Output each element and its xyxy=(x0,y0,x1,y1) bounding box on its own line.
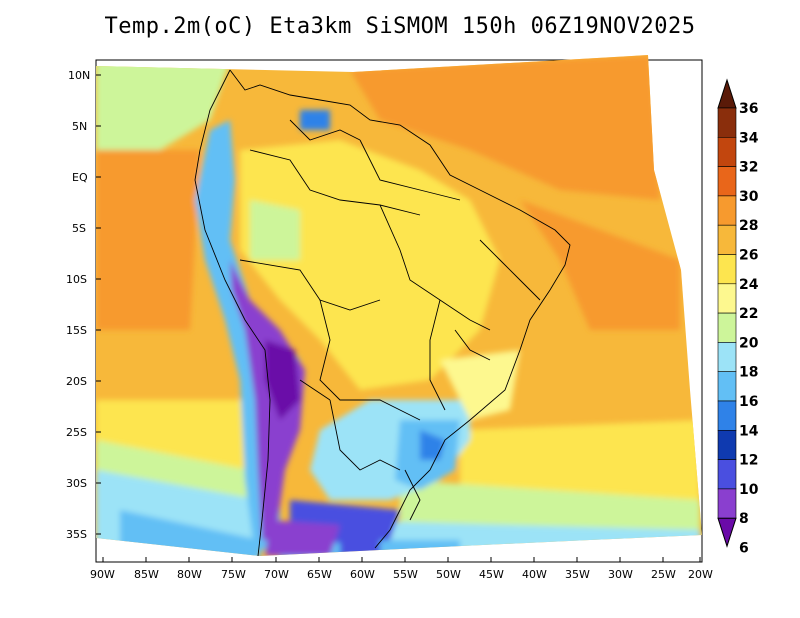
colorbar-segment xyxy=(717,224,737,255)
colorbar-label: 12 xyxy=(739,453,758,469)
colorbar-label: 6 xyxy=(739,541,749,557)
lon-label-65w: 65W xyxy=(307,568,332,581)
colorbar-label: 24 xyxy=(739,277,759,293)
lon-label-85w: 85W xyxy=(134,568,159,581)
lon-label-60w: 60W xyxy=(350,568,375,581)
lat-label-25s: 25S xyxy=(66,426,87,439)
colorbar-label: 22 xyxy=(739,306,758,322)
lon-label-25w: 25W xyxy=(651,568,676,581)
lat-label-15s: 15S xyxy=(66,324,87,337)
colorbar-label: 14 xyxy=(739,423,759,439)
lon-label-50w: 50W xyxy=(436,568,461,581)
colorbar-segment xyxy=(717,166,737,197)
colorbar-label: 34 xyxy=(739,130,759,146)
latitude-axis: 10N 5N EQ 5S 10S 15S 20S 25S 30S 35S xyxy=(66,69,101,541)
chart-title: Temp.2m(oC) Eta3km SiSMOM 150h 06Z19NOV2… xyxy=(104,14,696,39)
colorbar-label: 18 xyxy=(739,365,758,381)
colorbar-label: 16 xyxy=(739,394,758,410)
colorbar: 36 34 32 30 28 26 24 22 20 18 16 14 12 10 8 6 xyxy=(717,78,759,557)
lon-label-80w: 80W xyxy=(177,568,202,581)
colorbar-label: 32 xyxy=(739,160,758,176)
colorbar-label: 8 xyxy=(739,511,749,527)
lat-label-35s: 35S xyxy=(66,528,87,541)
colorbar-segment xyxy=(717,137,737,167)
colorbar-segment xyxy=(717,429,737,460)
lon-label-45w: 45W xyxy=(479,568,504,581)
colorbar-segment xyxy=(717,342,737,372)
lat-label-20s: 20S xyxy=(66,375,87,388)
colorbar-segment xyxy=(717,254,737,285)
lon-label-30w: 30W xyxy=(608,568,633,581)
country-borders xyxy=(194,69,571,557)
lon-label-75w: 75W xyxy=(221,568,246,581)
lon-label-55w: 55W xyxy=(393,568,418,581)
temperature-field xyxy=(96,55,702,556)
lon-label-20w: 20W xyxy=(688,568,713,581)
lon-label-35w: 35W xyxy=(565,568,590,581)
lat-label-eq: EQ xyxy=(72,171,88,184)
colorbar-label: 10 xyxy=(739,482,759,498)
colorbar-label: 36 xyxy=(739,101,758,117)
colorbar-label: 30 xyxy=(739,189,759,205)
colorbar-label: 26 xyxy=(739,248,758,264)
colorbar-segment xyxy=(717,400,737,431)
colorbar-bottom-arrow xyxy=(717,517,737,548)
lat-label-10n: 10N xyxy=(68,69,90,82)
lon-label-70w: 70W xyxy=(264,568,289,581)
lat-label-10s: 10S xyxy=(66,273,87,286)
colorbar-segment xyxy=(717,371,737,402)
colorbar-segment xyxy=(717,312,737,343)
colorbar-segment xyxy=(717,283,737,314)
colorbar-segment xyxy=(717,459,737,490)
colorbar-segment xyxy=(717,488,737,519)
colorbar-segment xyxy=(717,107,737,138)
lon-label-40w: 40W xyxy=(522,568,547,581)
lat-label-5n: 5N xyxy=(72,120,87,133)
colorbar-label: 28 xyxy=(739,218,758,234)
lat-label-30s: 30S xyxy=(66,477,87,490)
colorbar-label: 20 xyxy=(739,335,759,351)
colorbar-segment xyxy=(717,195,737,226)
colorbar-top-arrow xyxy=(717,78,737,109)
lon-label-90w: 90W xyxy=(90,568,115,581)
lat-label-5s: 5S xyxy=(72,222,86,235)
longitude-axis: 90W 85W 80W 75W 70W 65W 60W 55W 50W 45W … xyxy=(90,557,713,581)
